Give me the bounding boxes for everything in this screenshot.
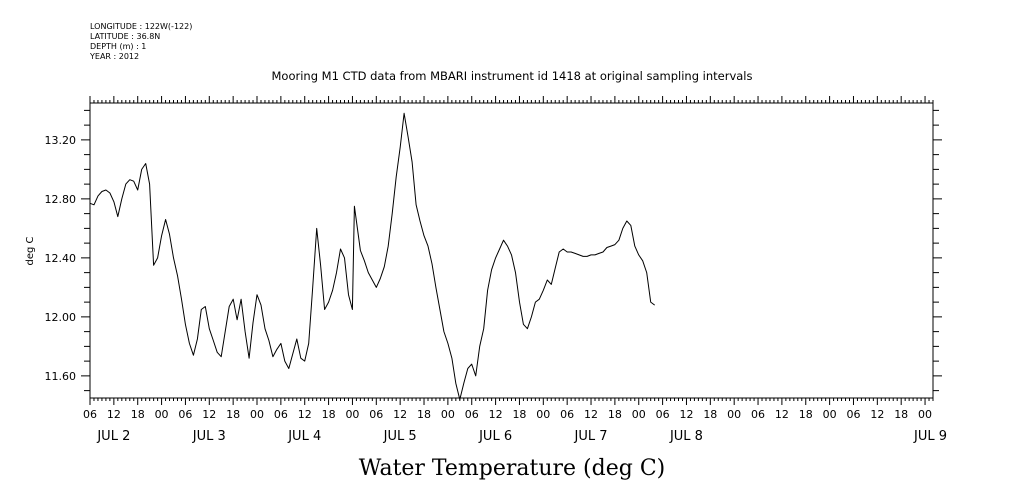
longitude-label: LONGITUDE : 122W(-122) [90,22,193,31]
x-tick-label: 00 [632,408,646,421]
x-tick-label: 00 [250,408,264,421]
axis-ticks [81,96,942,405]
x-tick-label: 18 [322,408,336,421]
x-tick-label: 12 [298,408,312,421]
series-line [89,112,655,400]
x-tick-label: 00 [345,408,359,421]
x-tick-label: 18 [703,408,717,421]
x-tick-label: 18 [131,408,145,421]
y-tick-label: 12.00 [45,311,77,324]
x-tick-label: 00 [823,408,837,421]
x-tick-label: 00 [155,408,169,421]
x-tick-label: 06 [369,408,383,421]
x-tick-label: 00 [727,408,741,421]
plot-frame [89,102,934,399]
metadata-block: LONGITUDE : 122W(-122) LATITUDE : 36.8N … [90,22,192,62]
x-tick-label: 06 [465,408,479,421]
x-tick-label: 12 [489,408,503,421]
y-tick-label: 12.40 [45,252,77,265]
chart-title: Mooring M1 CTD data from MBARI instrumen… [272,69,753,83]
x-tick-labels: 06 12 18 00 06 12 18 00 06 12 18 00 06 12 18 00 06 12 18 00… [83,408,932,421]
x-tick-label: 12 [775,408,789,421]
x-tick-label: 00 [536,408,550,421]
x-day-label: JUL 8 [669,429,703,444]
latitude-label: LATITUDE : 36.8N [90,32,161,41]
x-tick-label: 06 [656,408,670,421]
x-tick-label: 18 [608,408,622,421]
x-axis-title: Water Temperature (deg C) [359,456,666,481]
x-tick-label: 06 [274,408,288,421]
series-group [89,112,655,400]
year-label: YEAR : 2012 [90,52,140,61]
x-tick-label: 12 [202,408,216,421]
y-tick-label: 11.60 [45,370,77,383]
y-tick-label: 13.20 [45,134,77,147]
x-tick-label: 06 [751,408,765,421]
x-tick-label: 00 [918,408,932,421]
x-tick-label: 18 [417,408,431,421]
y-axis-label: deg C [25,236,36,265]
x-tick-label: 18 [799,408,813,421]
x-tick-label: 06 [846,408,860,421]
x-day-label: JUL 7 [574,429,608,444]
y-tick-labels: 11.60 12.00 12.40 12.80 13.20 [45,134,77,383]
x-tick-label: 12 [679,408,693,421]
x-day-label: JUL 9 [913,429,947,444]
x-day-labels: JUL 2 JUL 3 JUL 4 JUL 5 JUL 6 JUL 7 JUL 8 JUL 9 [96,429,947,444]
x-tick-label: 18 [226,408,240,421]
x-tick-label: 12 [393,408,407,421]
x-tick-label: 12 [870,408,884,421]
x-tick-label: 18 [894,408,908,421]
x-day-label: JUL 2 [96,429,130,444]
x-day-label: JUL 6 [478,429,512,444]
x-day-label: JUL 3 [192,429,226,444]
x-tick-label: 12 [584,408,598,421]
x-day-label: JUL 4 [287,429,321,444]
x-tick-label: 18 [512,408,526,421]
depth-label: DEPTH (m) : 1 [90,42,147,51]
x-tick-label: 06 [178,408,192,421]
x-day-label: JUL 5 [383,429,417,444]
x-tick-label: 00 [441,408,455,421]
x-tick-label: 12 [107,408,121,421]
x-tick-label: 06 [560,408,574,421]
x-tick-label: 06 [83,408,97,421]
y-tick-label: 12.80 [45,193,77,206]
